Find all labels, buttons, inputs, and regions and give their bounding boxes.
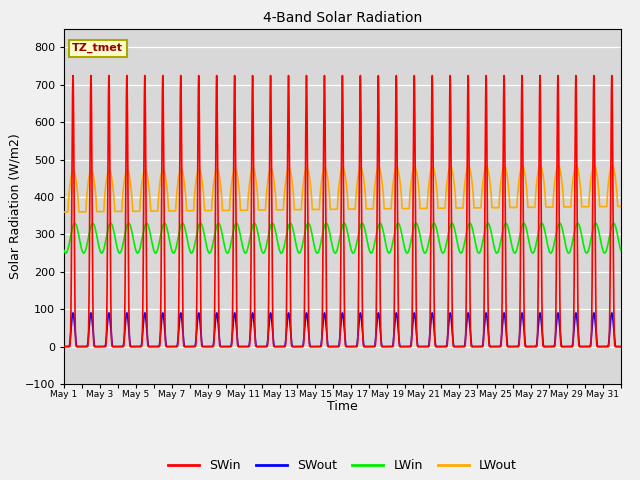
Text: TZ_tmet: TZ_tmet bbox=[72, 43, 124, 53]
Y-axis label: Solar Radiation (W/m2): Solar Radiation (W/m2) bbox=[9, 133, 22, 279]
Legend: SWin, SWout, LWin, LWout: SWin, SWout, LWin, LWout bbox=[163, 454, 522, 477]
Title: 4-Band Solar Radiation: 4-Band Solar Radiation bbox=[263, 11, 422, 25]
X-axis label: Time: Time bbox=[327, 400, 358, 413]
